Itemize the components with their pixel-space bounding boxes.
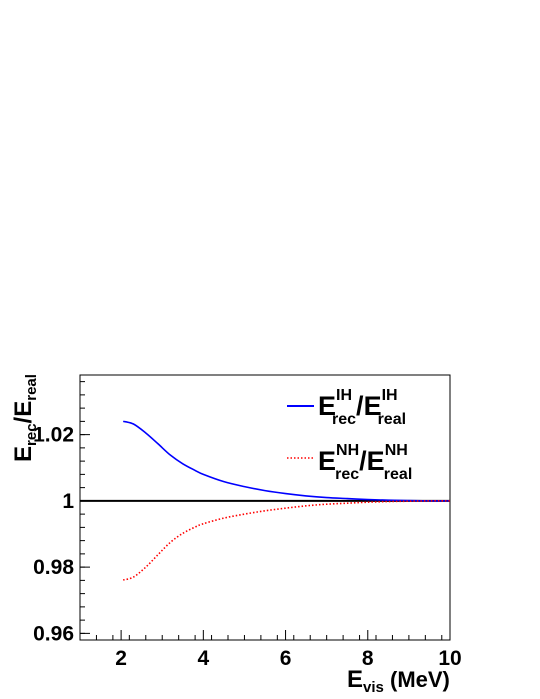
series-line-ih	[122, 420, 451, 502]
x-axis-label: Evis (MeV)	[347, 666, 450, 696]
x-axis-ticks: 2 4 6 8 10	[79, 630, 462, 670]
y-tick-label: 1	[62, 490, 74, 513]
y-tick-label: 0.98	[33, 556, 74, 579]
x-tick-label: 6	[280, 647, 292, 670]
plot-frame	[79, 374, 451, 641]
x-tick-label: 4	[197, 647, 209, 670]
x-tick-label: 10	[438, 647, 461, 670]
y-tick-label: 0.96	[33, 622, 74, 645]
y-axis-label: Erec/Ereal	[10, 374, 40, 462]
series-layer	[122, 420, 451, 581]
legend-entry-ih: EIH rec/EIH real	[287, 387, 406, 428]
legend-entry-nh: ENH rec/ENH real	[287, 442, 412, 483]
x-tick-label: 2	[115, 647, 127, 670]
legend: EIH rec/EIH real ENH rec/ENH real	[287, 387, 412, 483]
y-axis-ticks: 0.96 0.98 1 1.02	[33, 381, 90, 645]
y-tick-label: 1.02	[33, 424, 74, 447]
x-tick-label: 8	[362, 647, 374, 670]
series-line-nh	[122, 500, 451, 581]
legend-label-ih: EIH rec/EIH real	[318, 387, 406, 428]
legend-label-nh: ENH rec/ENH real	[318, 442, 412, 483]
